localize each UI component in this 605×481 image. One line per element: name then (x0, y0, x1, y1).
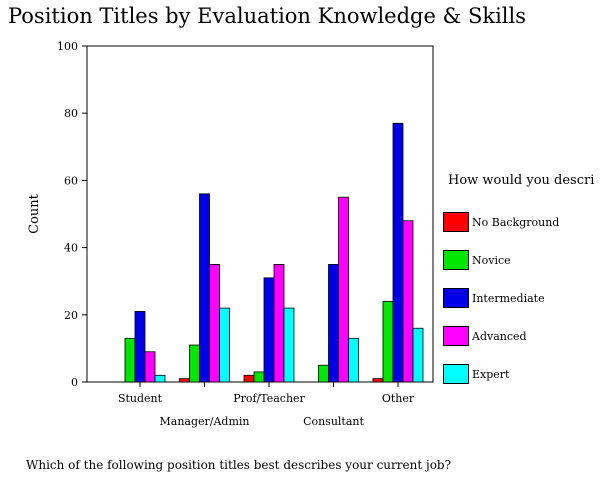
legend-swatch (443, 288, 469, 308)
legend-label: Advanced (472, 330, 527, 343)
legend-label: Intermediate (472, 292, 545, 305)
legend-label: No Background (472, 216, 560, 229)
legend-swatch (443, 326, 469, 346)
x-tick-label: Consultant (303, 415, 364, 428)
legend-label: Novice (472, 254, 511, 267)
bars (124, 122, 424, 383)
bar-3-2 (328, 263, 339, 383)
bar-0-4 (154, 374, 166, 383)
bar-4-4 (412, 327, 424, 383)
y-axis-label: Count (27, 193, 42, 234)
legend-swatch (443, 250, 469, 270)
x-tick-label: Other (382, 392, 415, 405)
bar-1-3 (209, 263, 220, 383)
bar-3-4 (348, 337, 359, 383)
bar-2-2 (263, 277, 275, 383)
legend-label: Expert (472, 368, 510, 381)
bar-0-2 (134, 311, 146, 383)
y-tick-label: 80 (64, 107, 78, 120)
y-tick-label: 40 (64, 242, 78, 255)
x-tick-label: Prof/Teacher (233, 392, 305, 405)
bar-2-4 (283, 307, 295, 383)
y-tick-label: 100 (57, 40, 78, 53)
bar-1-1 (189, 344, 200, 383)
bar-0-1 (124, 337, 136, 383)
x-axis: Student Manager/Admin Prof/Teacher Consulta… (118, 382, 415, 428)
bar-0-3 (144, 351, 156, 383)
bar-2-0 (243, 374, 255, 383)
y-tick-label: 0 (71, 376, 78, 389)
bar-2-1 (253, 371, 265, 383)
legend-swatch (443, 364, 469, 384)
bar-4-0 (372, 378, 384, 383)
x-axis-question: Which of the following position titles b… (26, 458, 452, 472)
bar-1-0 (179, 378, 190, 383)
y-axis: 0 20 40 60 80 100 (57, 40, 87, 389)
y-tick-label: 60 (64, 174, 78, 187)
chart-title: Position Titles by Evaluation Knowledge … (8, 4, 526, 28)
y-tick-label: 20 (64, 309, 78, 322)
bar-2-3 (273, 263, 285, 383)
bar-3-1 (318, 364, 329, 383)
bar-3-3 (338, 196, 349, 383)
bar-4-2 (392, 122, 404, 383)
bar-1-2 (199, 193, 210, 383)
x-tick-label: Student (118, 392, 163, 405)
x-tick-label: Manager/Admin (160, 415, 250, 428)
bar-1-4 (219, 307, 230, 383)
legend-title: How would you descri (448, 173, 595, 188)
bar-4-1 (382, 300, 394, 383)
legend-swatch (443, 212, 469, 232)
bar-4-3 (402, 220, 414, 383)
